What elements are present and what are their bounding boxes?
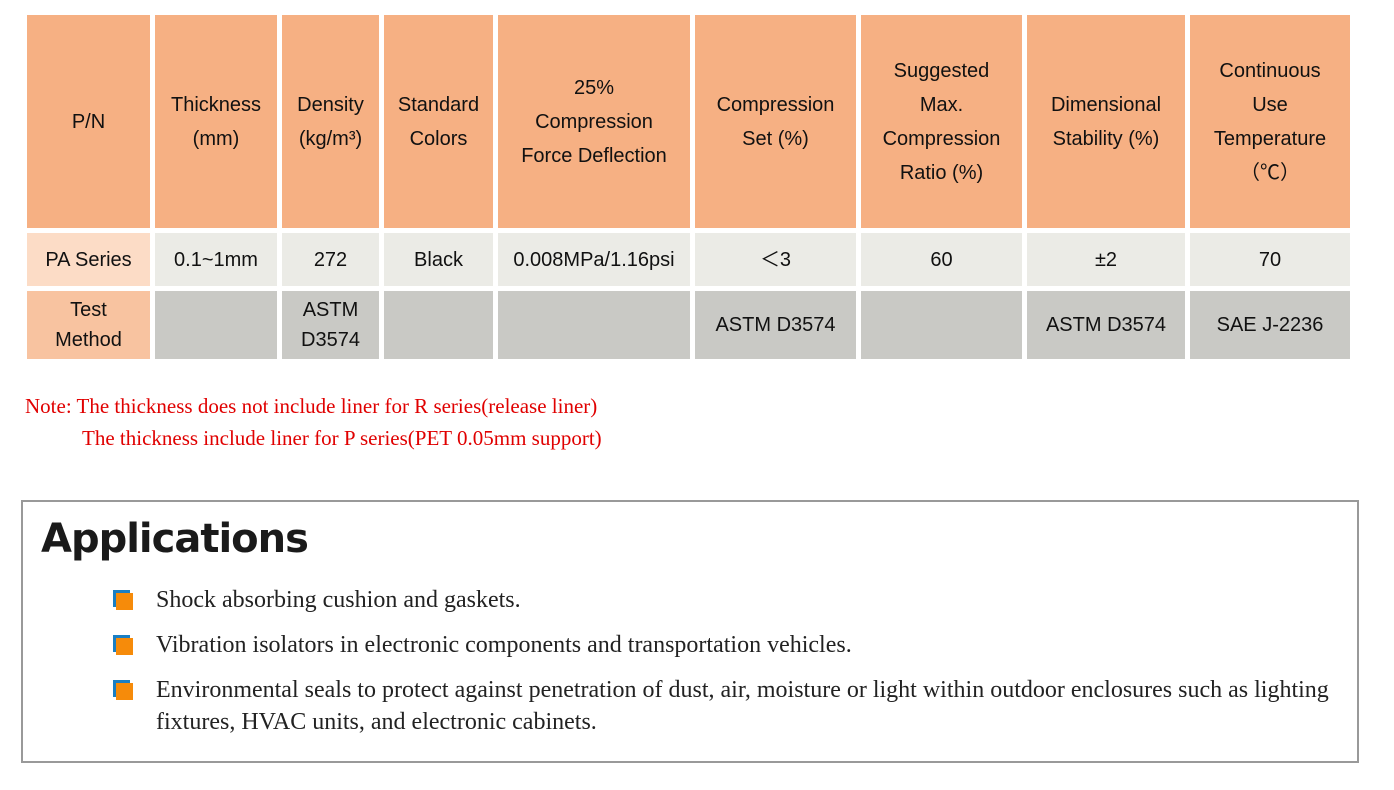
- list-item: Vibration isolators in electronic compon…: [113, 629, 1356, 661]
- table-cell: 60: [861, 233, 1022, 286]
- item-text: Shock absorbing cushion and gaskets.: [156, 587, 521, 613]
- table-cell: Black: [384, 233, 493, 286]
- table-cell: [155, 291, 277, 359]
- square-bullet-icon: [113, 590, 133, 610]
- table-row: Test Method ASTM D3574 ASTM D3574 ASTM D35…: [27, 291, 1350, 359]
- table-row: PA Series 0.1~1mm 272 Black 0.008MPa/1.1…: [27, 233, 1350, 286]
- table-cell: [861, 291, 1022, 359]
- item-text: Environmental seals to protect against p…: [156, 677, 1329, 735]
- table-cell: ASTM D3574: [1027, 291, 1185, 359]
- header-cell: Dimensional Stability (%): [1027, 15, 1185, 228]
- applications-list: Shock absorbing cushion and gaskets. Vib…: [113, 584, 1356, 751]
- spec-table: P/N Thickness (mm) Density (kg/m³) Standar…: [22, 10, 1355, 364]
- header-row: P/N Thickness (mm) Density (kg/m³) Standar…: [27, 15, 1350, 228]
- table-cell: ±2: [1027, 233, 1185, 286]
- square-bullet-icon: [113, 635, 133, 655]
- table-cell: ASTM D3574: [282, 291, 379, 359]
- header-cell: Compression Set (%): [695, 15, 856, 228]
- header-cell: Density (kg/m³): [282, 15, 379, 228]
- table-cell: [384, 291, 493, 359]
- note-line: The thickness include liner for P series…: [82, 426, 602, 450]
- table-cell: 272: [282, 233, 379, 286]
- square-bullet-icon: [113, 680, 133, 700]
- table-cell: 0.1~1mm: [155, 233, 277, 286]
- table-cell: ASTM D3574: [695, 291, 856, 359]
- table-cell: 0.008MPa/1.16psi: [498, 233, 690, 286]
- header-cell: Suggested Max. Compression Ratio (%): [861, 15, 1022, 228]
- note-line: Note: The thickness does not include lin…: [25, 394, 598, 418]
- table-cell: [498, 291, 690, 359]
- header-cell: Thickness (mm): [155, 15, 277, 228]
- header-cell: 25% Compression Force Deflection: [498, 15, 690, 228]
- header-cell: P/N: [27, 15, 150, 228]
- list-item: Environmental seals to protect against p…: [113, 674, 1356, 738]
- table-cell: 70: [1190, 233, 1350, 286]
- header-cell: Standard Colors: [384, 15, 493, 228]
- header-cell: Continuous Use Temperature （℃）: [1190, 15, 1350, 228]
- applications-box: Applications Shock absorbing cushion and…: [21, 500, 1359, 763]
- table-cell: SAE J-2236: [1190, 291, 1350, 359]
- applications-title: Applications: [41, 516, 309, 562]
- row-label: Test Method: [27, 291, 150, 359]
- list-item: Shock absorbing cushion and gaskets.: [113, 584, 1356, 616]
- item-text: Vibration isolators in electronic compon…: [156, 632, 852, 658]
- row-label: PA Series: [27, 233, 150, 286]
- table-cell: ＜3: [695, 233, 856, 286]
- thickness-note: Note: The thickness does not include lin…: [25, 390, 602, 454]
